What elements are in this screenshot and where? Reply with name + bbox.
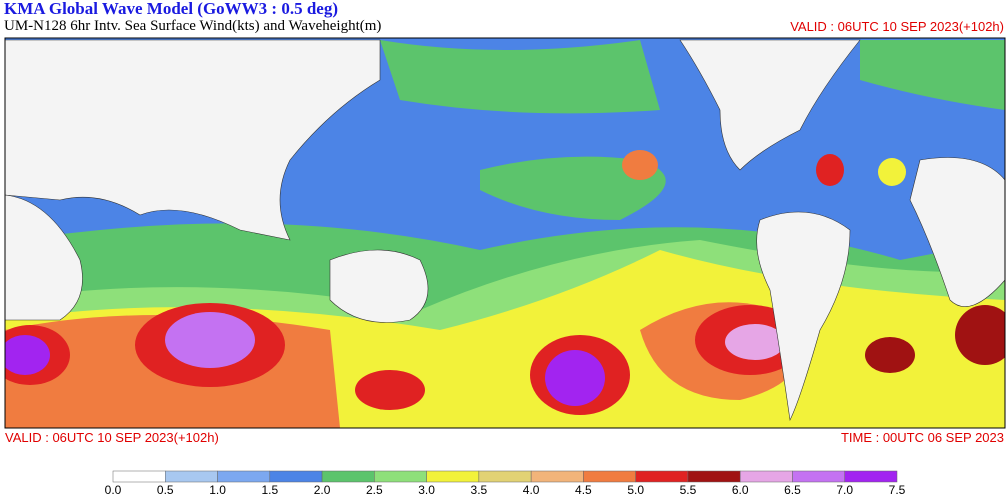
- colorbar-box: [426, 470, 480, 483]
- colorbar-label: 0.0: [105, 483, 122, 496]
- colorbar-box: [844, 470, 898, 483]
- valid-bottom: VALID : 06UTC 10 SEP 2023(+102h): [5, 430, 219, 445]
- map: [4, 37, 1006, 429]
- colorbar-label: 7.0: [836, 483, 853, 496]
- subtitle: UM-N128 6hr Intv. Sea Surface Wind(kts) …: [4, 18, 381, 34]
- colorbar-label: 3.0: [418, 483, 435, 496]
- colorbar-label: 5.0: [627, 483, 644, 496]
- colorbar-box: [321, 470, 375, 483]
- colorbar-box: [739, 470, 793, 483]
- colorbar-label: 5.5: [680, 483, 697, 496]
- time: TIME : 00UTC 06 SEP 2023: [841, 430, 1004, 445]
- colorbar-label: 2.5: [366, 483, 383, 496]
- colorbar-label: 6.5: [784, 483, 801, 496]
- colorbar-box: [478, 470, 532, 483]
- colorbar-box: [792, 470, 845, 483]
- colorbar-label: 4.0: [523, 483, 540, 496]
- colorbar-label: 1.5: [261, 483, 278, 496]
- colorbar-label: 7.5: [889, 483, 906, 496]
- colorbar-box: [635, 470, 689, 483]
- colorbar-label: 2.0: [314, 483, 331, 496]
- colorbar-box: [217, 470, 271, 483]
- colorbar-label: 0.5: [157, 483, 174, 496]
- valid-top: VALID : 06UTC 10 SEP 2023(+102h): [790, 19, 1004, 34]
- colorbar-box: [269, 470, 323, 483]
- colorbar-label: 6.0: [732, 483, 749, 496]
- colorbar-box: [530, 470, 584, 483]
- colorbar-box: [374, 470, 427, 483]
- colorbar: 0.0 0.5 1.0 1.5 2.0 2.5 3.0 3.5 4.0 4.5 5.0 5.5 6.0 6…: [105, 470, 906, 496]
- colorbar-label: 1.0: [209, 483, 226, 496]
- title: KMA Global Wave Model (GoWW3 : 0.5 deg): [4, 0, 338, 18]
- colorbar-box: [583, 470, 636, 483]
- colorbar-box: [112, 470, 166, 483]
- colorbar-box: [687, 470, 741, 483]
- colorbar-label: 4.5: [575, 483, 592, 496]
- colorbar-label: 3.5: [471, 483, 488, 496]
- colorbar-box: [165, 470, 218, 483]
